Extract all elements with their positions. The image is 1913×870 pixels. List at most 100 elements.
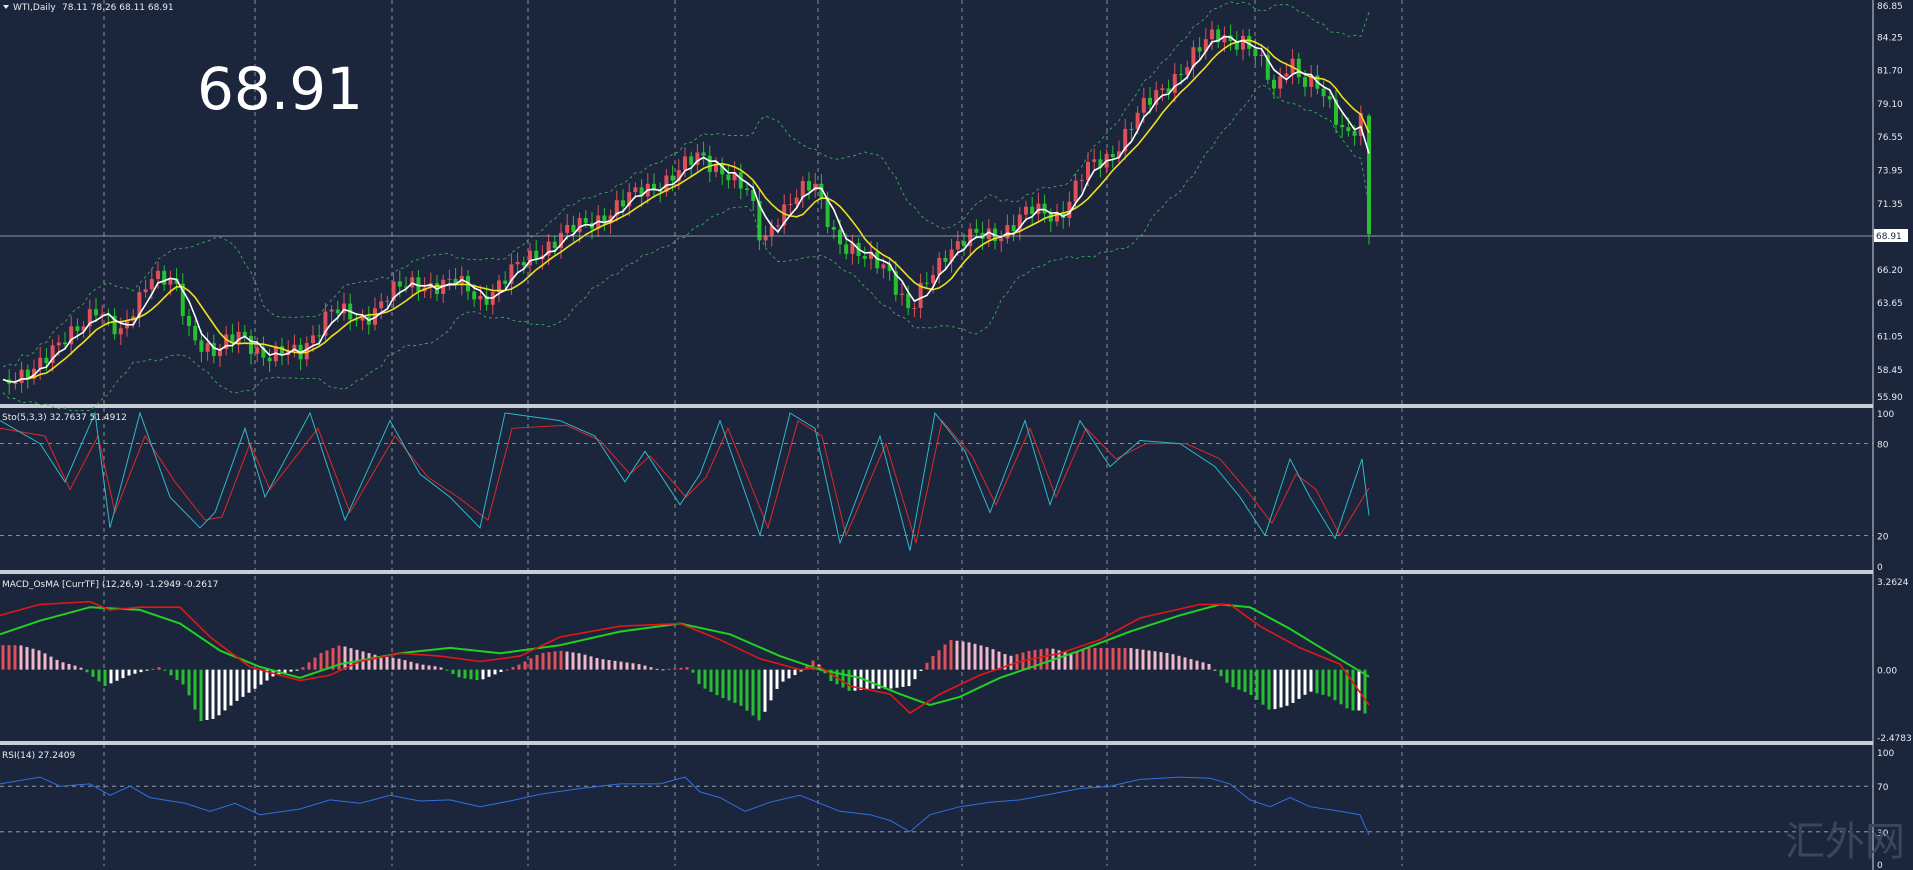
candle-body bbox=[968, 228, 973, 247]
candle-body bbox=[1048, 213, 1053, 222]
candle-body bbox=[131, 316, 136, 321]
osma-bar bbox=[79, 667, 83, 670]
candle-body bbox=[1284, 73, 1289, 77]
candle-body bbox=[652, 183, 656, 190]
candle-body bbox=[577, 218, 582, 233]
separator-macd[interactable] bbox=[0, 570, 1873, 574]
osma-bar bbox=[619, 661, 623, 670]
candle-body bbox=[87, 309, 92, 327]
separator-rsi[interactable] bbox=[0, 741, 1873, 745]
osma-bar bbox=[1243, 669, 1247, 693]
osma-bar bbox=[295, 669, 299, 671]
osma-bar bbox=[181, 669, 185, 685]
osma-bar bbox=[919, 669, 923, 672]
candle-body bbox=[280, 346, 284, 356]
candle-body bbox=[1234, 41, 1239, 50]
candle-body bbox=[776, 225, 780, 227]
candle-body bbox=[559, 232, 563, 248]
osma-bar bbox=[211, 669, 215, 719]
osma-bar bbox=[1261, 669, 1265, 705]
osma-bar bbox=[247, 669, 251, 693]
osma-bar bbox=[547, 652, 551, 670]
osma-bar bbox=[1081, 649, 1085, 670]
osma-bar bbox=[73, 665, 77, 670]
candle-body bbox=[614, 200, 619, 216]
osma-bar bbox=[325, 650, 329, 670]
candle-body bbox=[453, 278, 458, 285]
candle-body bbox=[900, 293, 904, 295]
osma-bar bbox=[433, 666, 437, 670]
osma-bar bbox=[601, 659, 605, 670]
dropdown-triangle-icon[interactable] bbox=[3, 5, 9, 9]
osma-bar bbox=[799, 669, 803, 672]
macd-label: MACD_OsMA [CurrTF] (12,26,9) -1.2949 -0.… bbox=[2, 580, 218, 590]
separator-stochastic[interactable] bbox=[0, 404, 1873, 408]
candle-body bbox=[317, 335, 322, 337]
osma-bar bbox=[1345, 669, 1349, 709]
macd-panel bbox=[0, 600, 1370, 722]
candle-body bbox=[528, 250, 532, 266]
candle-body bbox=[583, 218, 588, 223]
candle-body bbox=[918, 282, 923, 308]
candle-body bbox=[1024, 206, 1028, 215]
osma-bar bbox=[553, 651, 557, 670]
candle-body bbox=[1259, 54, 1264, 57]
osma-bar bbox=[1129, 648, 1133, 670]
osma-bar bbox=[427, 665, 431, 670]
osma-bar bbox=[1057, 650, 1061, 670]
candle-body bbox=[1303, 77, 1307, 87]
candle-body bbox=[230, 334, 235, 344]
osma-bar bbox=[1171, 654, 1175, 670]
osma-bar bbox=[691, 669, 695, 673]
osma-bar bbox=[67, 663, 71, 670]
rsi-label: RSI(14) 27.2409 bbox=[2, 751, 75, 761]
candle-body bbox=[800, 181, 805, 198]
osma-bar bbox=[13, 645, 17, 670]
price-tag-text: 68.91 bbox=[1876, 232, 1902, 242]
candle-body bbox=[174, 278, 179, 284]
price-tick-label: 73.95 bbox=[1877, 166, 1903, 176]
osma-bar bbox=[1003, 654, 1007, 670]
candle-body bbox=[875, 251, 880, 269]
osma-bar bbox=[289, 669, 293, 672]
osma-bar bbox=[1141, 649, 1145, 670]
candle-body bbox=[887, 264, 892, 272]
osma-bar bbox=[937, 650, 941, 670]
candle-body bbox=[379, 301, 384, 309]
osma-bar bbox=[259, 669, 263, 685]
osma-bar bbox=[997, 651, 1001, 670]
osma-bar bbox=[1219, 669, 1223, 677]
osma-bar bbox=[739, 669, 743, 706]
candle-body bbox=[391, 281, 396, 301]
osma-bar bbox=[1291, 669, 1295, 703]
candle-body bbox=[484, 295, 489, 305]
osma-bar bbox=[571, 652, 575, 670]
candle-body bbox=[1216, 29, 1221, 43]
osma-bar bbox=[415, 663, 419, 670]
candle-body bbox=[1358, 113, 1363, 136]
candle-body bbox=[261, 347, 266, 358]
candle-body bbox=[1367, 115, 1371, 235]
candle-body bbox=[329, 309, 334, 312]
osma-bar bbox=[1147, 650, 1151, 670]
candle-body bbox=[769, 226, 774, 236]
osma-bar bbox=[535, 654, 539, 670]
candle-body bbox=[751, 190, 756, 201]
osma-bar bbox=[499, 669, 503, 672]
osma-bar bbox=[1, 645, 5, 670]
candle-body bbox=[515, 262, 520, 265]
osma-bar bbox=[853, 669, 857, 691]
candle-body bbox=[627, 192, 632, 207]
candle-body bbox=[187, 315, 191, 326]
price-tick-label: 71.35 bbox=[1877, 200, 1903, 210]
osma-bar bbox=[349, 648, 353, 670]
osma-bar bbox=[1189, 659, 1193, 670]
rsi-tick-label: 70 bbox=[1877, 783, 1889, 793]
osma-bar bbox=[451, 669, 455, 675]
osma-bar bbox=[103, 669, 107, 686]
upper-band bbox=[2, 1, 1370, 368]
osma-bar bbox=[655, 668, 659, 670]
osma-bar bbox=[943, 644, 947, 670]
candle-body bbox=[1185, 67, 1190, 75]
osma-bar bbox=[775, 669, 779, 689]
